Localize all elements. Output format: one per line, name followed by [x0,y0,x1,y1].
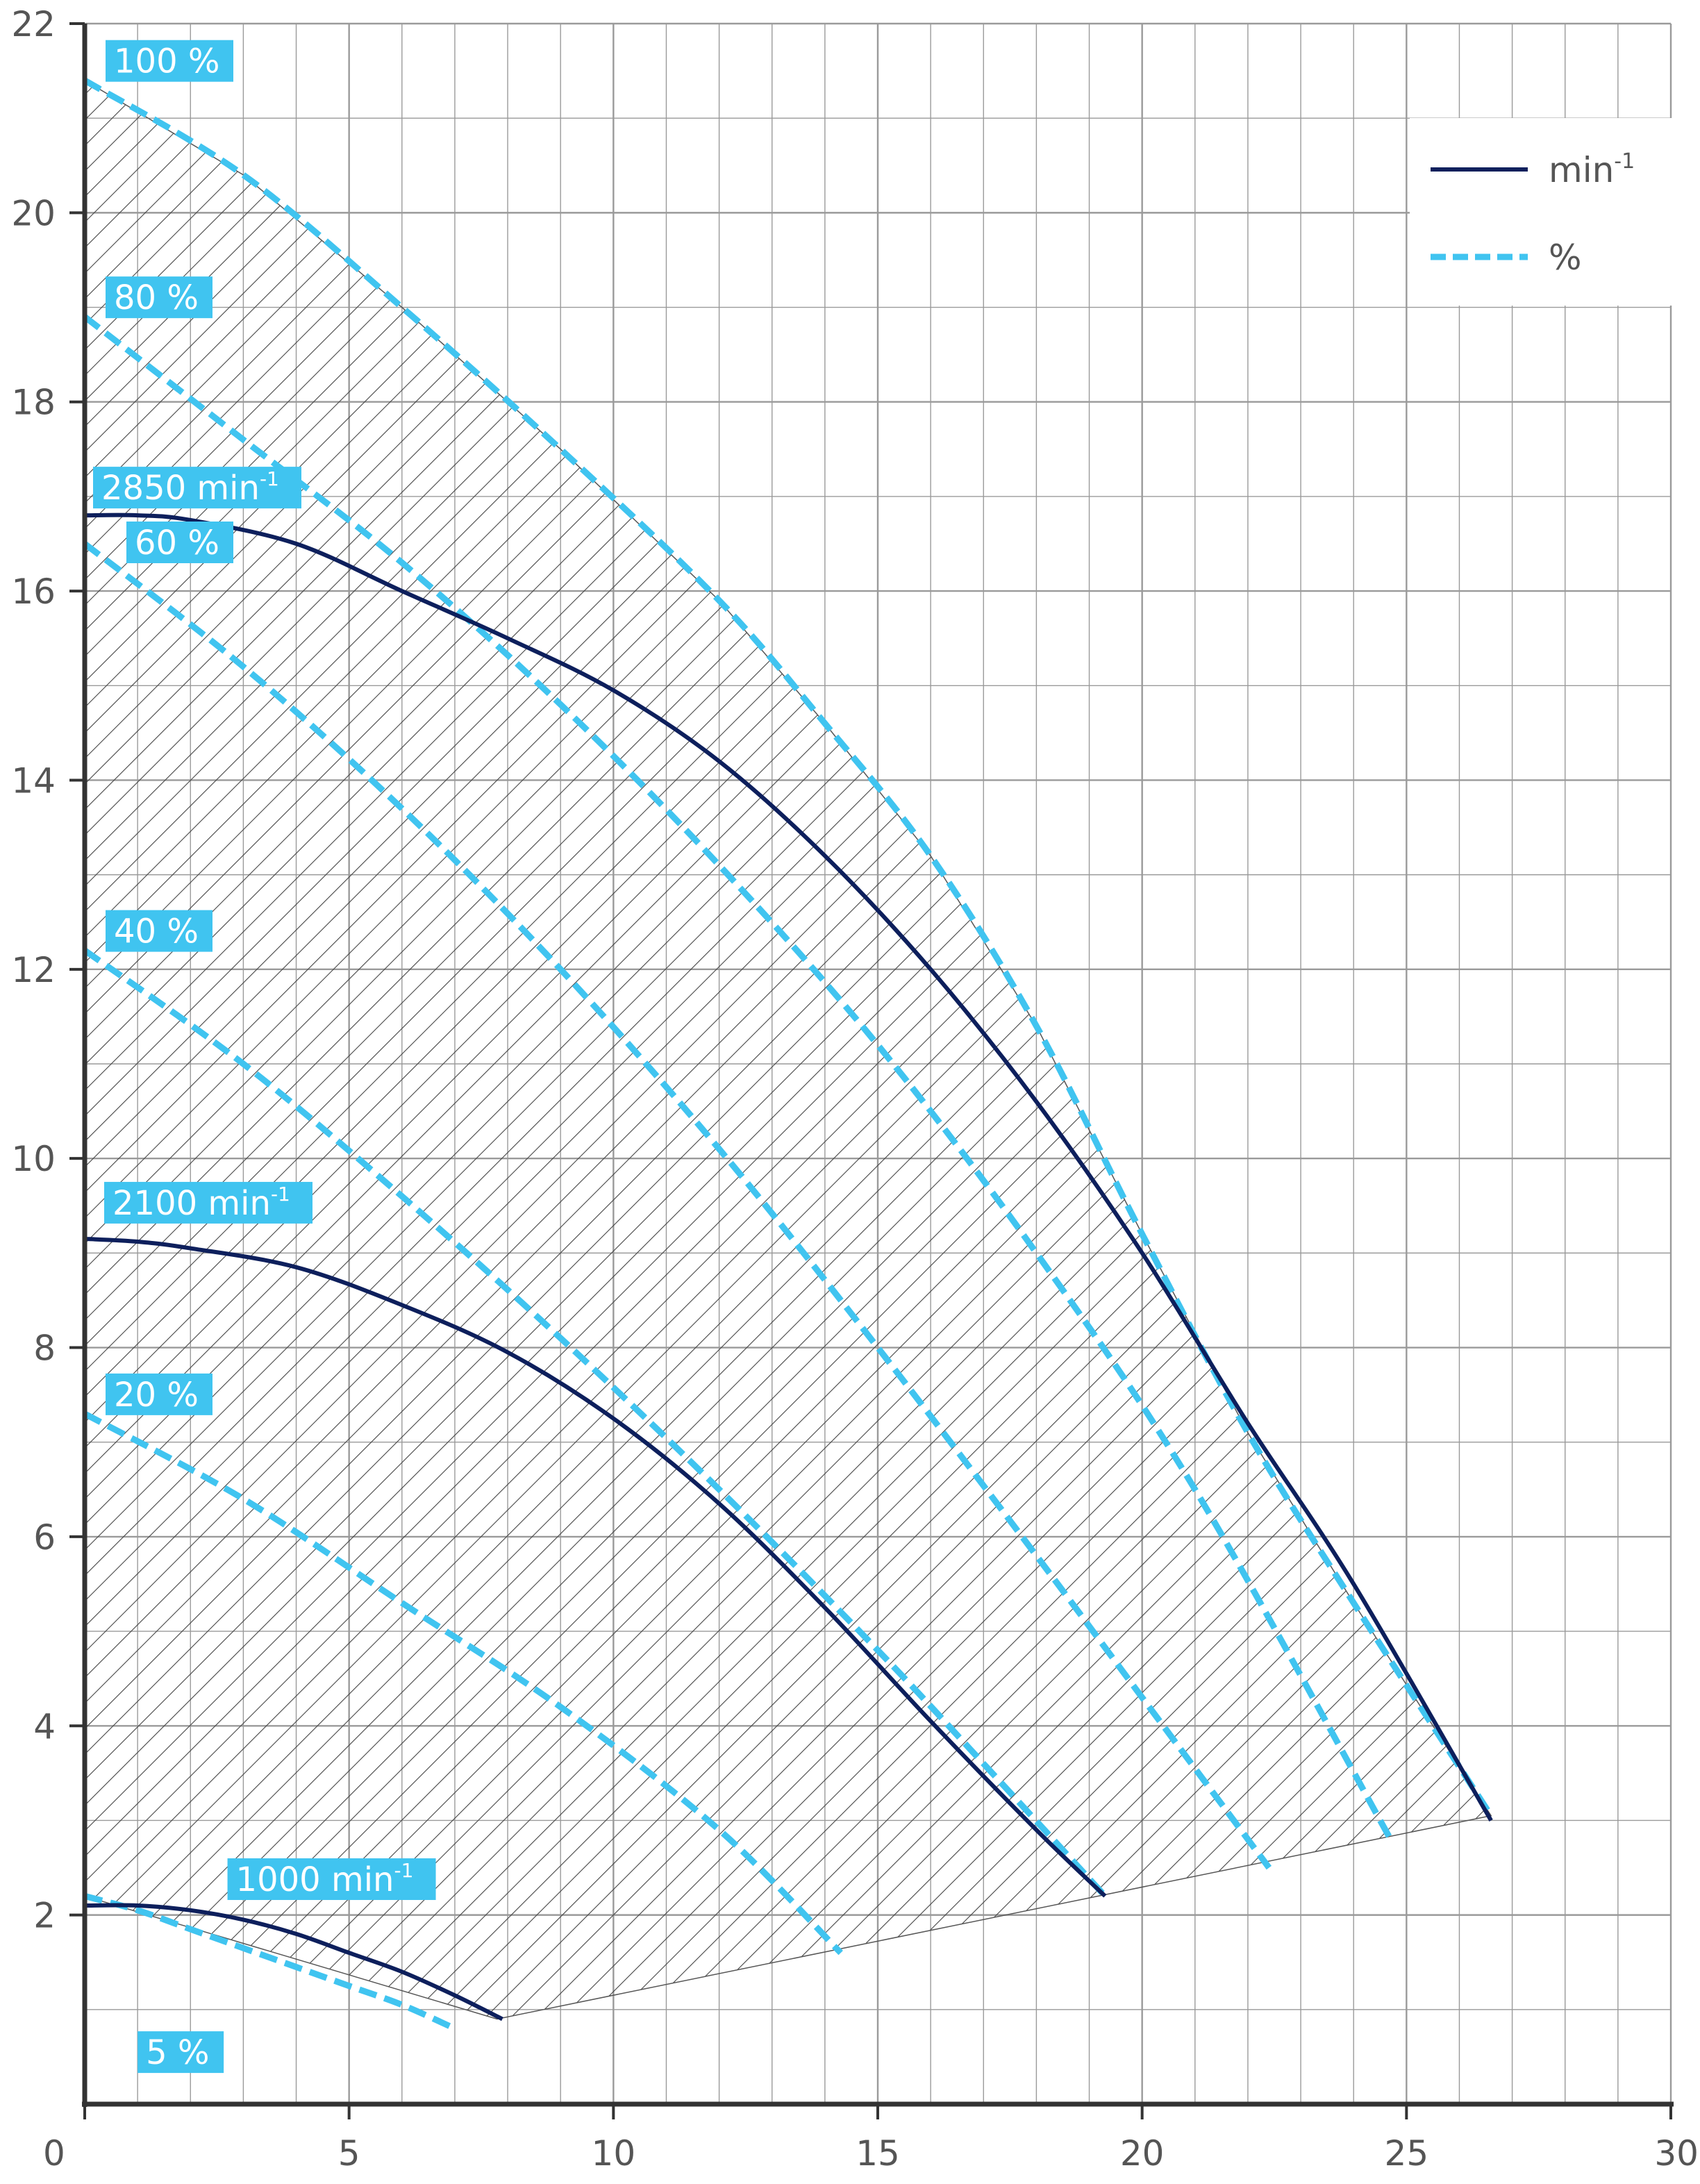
x-tick-label: 0 [43,2133,65,2174]
curve-label-main: 1000 min [236,1860,394,1899]
y-tick-label: 14 [11,760,56,801]
curve-label-box [138,2031,224,2074]
y-tick-label: 8 [33,1328,56,1369]
curve-label-box [104,1181,312,1224]
speed-curve-2100-min [84,1236,1107,1898]
curve-label-superscript: -1 [260,467,279,490]
y-tick-label: 18 [11,383,56,423]
series-layer [83,77,1494,2032]
curve-label-main: 60 % [135,524,219,562]
curve-label-box [106,276,212,319]
curve-label-superscript: -1 [271,1183,290,1206]
percent-curve-100 [83,77,1494,1818]
curve-label-main: 20 % [114,1376,199,1415]
legend-entry-text: min [1549,150,1614,190]
axes: 0 5 10 15 20 25 30 2 4 6 8 10 12 14 16 18 20 22 [11,4,1699,2174]
y-tick-label: 4 [33,1706,56,1747]
curve-label-superscript: -1 [394,1859,413,1882]
curve-label-box [106,40,233,82]
legend-entry-label: min-1 [1549,149,1635,190]
y-tick-label: 6 [33,1517,56,1558]
curve-label-text: 100 % [114,42,219,81]
curve-label-text: 80 % [114,278,199,317]
curve-label-box [106,1373,212,1415]
percent-curve-80 [83,314,1394,1841]
curve-label-main: 2100 min [112,1184,271,1223]
x-tick-label: 15 [856,2133,900,2174]
x-tick-label: 5 [338,2133,360,2174]
x-tick-label: 25 [1385,2133,1429,2174]
y-tick-label: 10 [11,1139,56,1179]
operating-region-hatch [84,79,1492,2020]
curve-label-text: 1000 min-1 [236,1859,414,1899]
curve-label-box [93,467,301,509]
curve-label-main: 5 % [146,2033,209,2072]
curve-labels: 100 %80 %2850 min-160 %40 %2100 min-120 … [93,40,436,2074]
percent-curve-5 [83,1893,456,2032]
legend: min-1% [1410,118,1674,306]
curve-label-text: 20 % [114,1376,199,1415]
x-tick-label: 10 [592,2133,636,2174]
percent-curve-40 [83,947,1108,1899]
curve-label-main: 100 % [114,42,219,81]
curve-label-text: 60 % [135,524,219,562]
curve-label-box [126,522,233,563]
y-tick-label: 22 [11,4,56,44]
legend-entry-text: % [1549,237,1582,278]
curve-label-box [227,1858,436,1901]
curve-label-text: 2850 min-1 [101,467,279,508]
legend-entry-label: % [1549,237,1582,278]
percent-curve-60 [83,541,1272,1870]
legend-box [1410,118,1674,306]
curve-label-box [106,910,212,952]
curve-label-text: 40 % [114,912,199,951]
y-tick-label: 2 [33,1896,56,1936]
curve-label-text: 2100 min-1 [112,1183,290,1223]
y-tick-label: 20 [11,193,56,233]
curve-label-main: 40 % [114,912,199,951]
y-tick-label: 16 [11,572,56,612]
curve-label-main: 2850 min [101,469,260,508]
curve-label-main: 80 % [114,278,199,317]
x-tick-label: 30 [1654,2133,1699,2174]
percent-curve-20 [83,1410,843,1956]
speed-curve-2850-min [84,512,1493,1822]
y-tick-label: 12 [11,950,56,990]
speed-curve-1000-min [84,1903,503,2022]
operating-region [84,79,1492,2020]
legend-entry-superscript: -1 [1614,149,1635,174]
curve-label-text: 5 % [146,2033,209,2072]
x-tick-label: 20 [1120,2133,1165,2174]
